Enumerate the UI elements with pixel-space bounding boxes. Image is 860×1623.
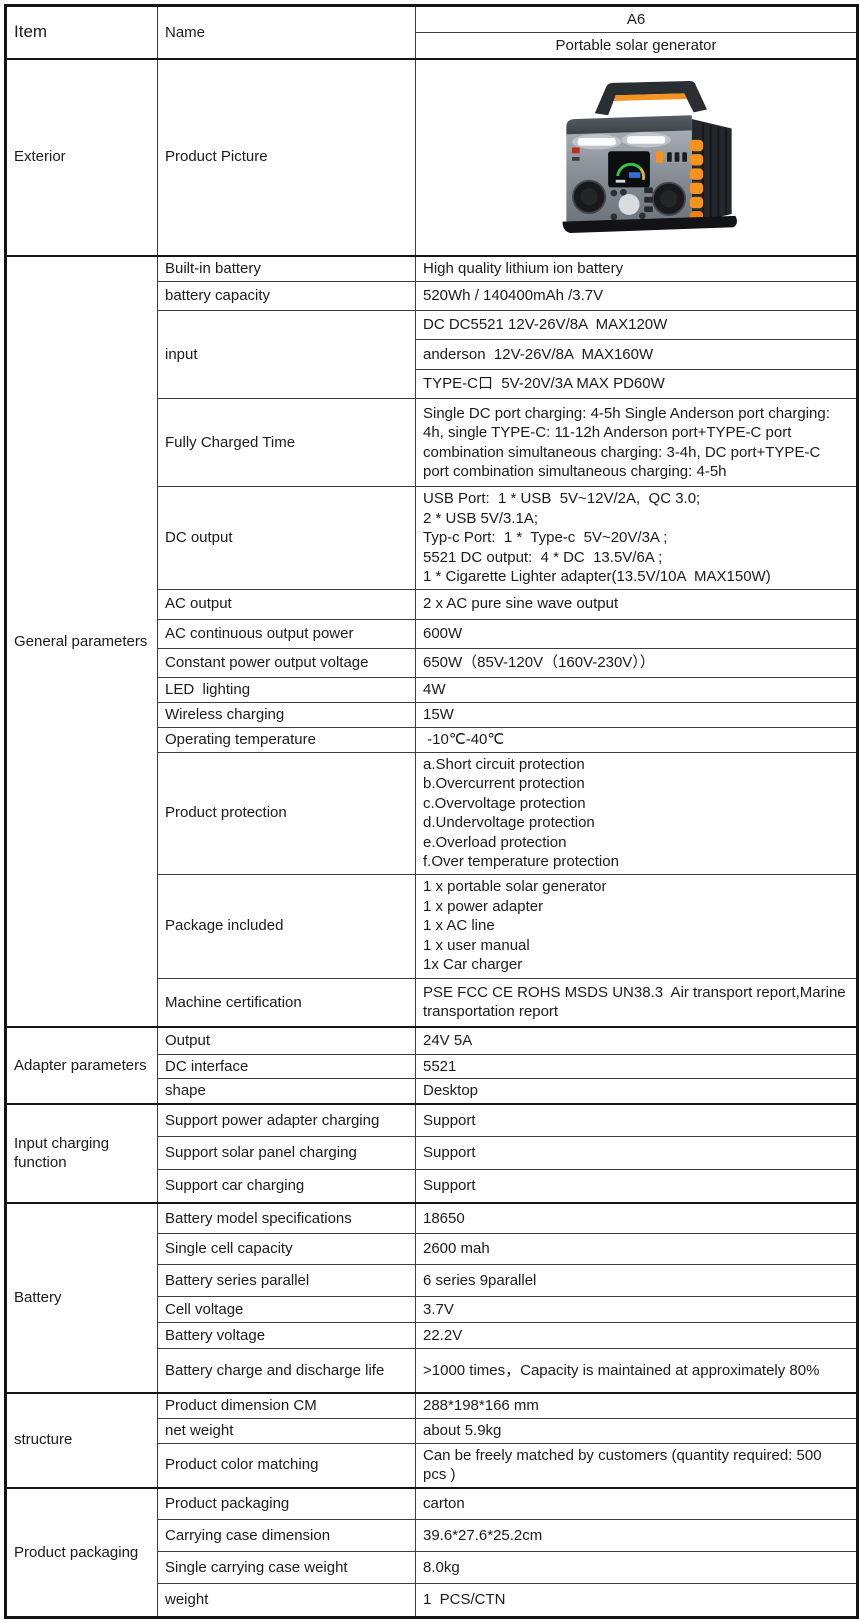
row-name-ac-output: AC output	[157, 588, 416, 620]
value-wireless-charging: 15W	[415, 701, 858, 728]
header-item-cell: Item	[5, 5, 158, 59]
value-input-typec: TYPE-C口 5V-20V/3A MAX PD60W	[415, 369, 858, 399]
value-product-color-matching: Can be freely matched by customers (quan…	[415, 1442, 858, 1488]
value-battery-series-parallel: 6 series 9parallel	[415, 1264, 858, 1297]
row-name-battery-series-parallel: Battery series parallel	[157, 1264, 416, 1297]
row-name-dc-interface: DC interface	[157, 1053, 416, 1079]
handle	[594, 81, 707, 116]
section-battery: Battery	[5, 1201, 158, 1393]
value-operating-temperature: -10℃-40℃	[415, 726, 858, 753]
product-image	[562, 81, 737, 233]
value-output: 24V 5A	[415, 1026, 858, 1055]
value-machine-certification: PSE FCC CE ROHS MSDS UN38.3 Air transpor…	[415, 977, 858, 1028]
value-constant-power-output-voltage: 650W（85V-120V（160V-230V））	[415, 647, 858, 678]
row-name-operating-temperature: Operating temperature	[157, 726, 416, 753]
row-name-weight: weight	[157, 1583, 416, 1618]
value-cell-voltage: 3.7V	[415, 1296, 858, 1323]
value-battery-capacity: 520Wh / 140400mAh /3.7V	[415, 281, 858, 311]
value-product-dimension: 288*198*166 mm	[415, 1391, 858, 1419]
section-general-parameters: General parameters	[5, 254, 158, 1028]
value-fully-charged-time: Single DC port charging: 4-5h Single And…	[415, 398, 858, 487]
row-name-support-solar-panel-charging: Support solar panel charging	[157, 1136, 416, 1170]
section-product-packaging: Product packaging	[5, 1486, 158, 1618]
row-name-machine-certification: Machine certification	[157, 977, 416, 1028]
value-carrying-case-dimension: 39.6*27.6*25.2cm	[415, 1519, 858, 1552]
row-name-package-included: Package included	[157, 873, 416, 979]
row-name-ac-continuous-output-power: AC continuous output power	[157, 618, 416, 649]
row-name-support-power-adapter-charging: Support power adapter charging	[157, 1102, 416, 1137]
row-name-product-dimension: Product dimension CM	[157, 1391, 416, 1419]
product-image-cell	[415, 57, 858, 256]
row-name-support-car-charging: Support car charging	[157, 1169, 416, 1203]
spec-table: Item Name A6 Portable solar generator Ex…	[4, 4, 859, 1619]
row-name-input: input	[157, 310, 416, 399]
row-name-built-in-battery: Built-in battery	[157, 254, 416, 282]
value-battery-charge-discharge-life: >1000 times，Capacity is maintained at ap…	[415, 1348, 858, 1393]
value-weight: 1 PCS/CTN	[415, 1583, 858, 1618]
row-name-carrying-case-dimension: Carrying case dimension	[157, 1519, 416, 1552]
value-support-car-charging: Support	[415, 1169, 858, 1203]
value-single-cell-capacity: 2600 mah	[415, 1233, 858, 1265]
row-name-net-weight: net weight	[157, 1418, 416, 1444]
row-name-fully-charged-time: Fully Charged Time	[157, 398, 416, 487]
value-support-solar-panel-charging: Support	[415, 1136, 858, 1170]
row-name-single-cell-capacity: Single cell capacity	[157, 1233, 416, 1265]
row-name-battery-voltage: Battery voltage	[157, 1322, 416, 1349]
value-built-in-battery: High quality lithium ion battery	[415, 254, 858, 282]
value-input-dc: DC DC5521 12V-26V/8A MAX120W	[415, 310, 858, 340]
value-dc-output: USB Port: 1 * USB 5V~12V/2A, QC 3.0; 2 *…	[415, 486, 858, 590]
row-name-wireless-charging: Wireless charging	[157, 701, 416, 728]
base	[562, 215, 737, 233]
row-name-battery-charge-discharge-life: Battery charge and discharge life	[157, 1348, 416, 1393]
section-exterior: Exterior	[5, 57, 158, 256]
value-battery-voltage: 22.2V	[415, 1322, 858, 1349]
row-name-cell-voltage: Cell voltage	[157, 1296, 416, 1323]
top-panel	[565, 115, 692, 137]
section-input-charging-function: Input charging function	[5, 1102, 158, 1203]
handle-orange-stripe	[613, 93, 687, 101]
row-name-product-color-matching: Product color matching	[157, 1442, 416, 1488]
value-single-carrying-case-weight: 8.0kg	[415, 1551, 858, 1584]
value-battery-model-specifications: 18650	[415, 1201, 858, 1234]
row-name-battery-capacity: battery capacity	[157, 281, 416, 311]
value-shape: Desktop	[415, 1078, 858, 1104]
row-name-shape: shape	[157, 1078, 416, 1104]
header-name-cell: Name	[157, 5, 416, 59]
value-ac-continuous-output-power: 600W	[415, 618, 858, 649]
value-support-power-adapter-charging: Support	[415, 1102, 858, 1137]
model-cell: A6	[415, 5, 858, 33]
row-name-product-packaging: Product packaging	[157, 1486, 416, 1520]
row-name-single-carrying-case-weight: Single carrying case weight	[157, 1551, 416, 1584]
value-ac-output: 2 x AC pure sine wave output	[415, 588, 858, 620]
value-net-weight: about 5.9kg	[415, 1418, 858, 1444]
value-dc-interface: 5521	[415, 1053, 858, 1079]
section-adapter-parameters: Adapter parameters	[5, 1026, 158, 1104]
value-input-anderson: anderson 12V-26V/8A MAX160W	[415, 339, 858, 370]
row-name-output: Output	[157, 1026, 416, 1055]
value-package-included: 1 x portable solar generator 1 x power a…	[415, 873, 858, 979]
row-name-product-picture: Product Picture	[157, 57, 416, 256]
row-name-product-protection: Product protection	[157, 751, 416, 875]
display	[607, 151, 650, 188]
value-led-lighting: 4W	[415, 676, 858, 703]
row-name-led-lighting: LED lighting	[157, 676, 416, 703]
row-name-dc-output: DC output	[157, 486, 416, 590]
product-type-cell: Portable solar generator	[415, 32, 858, 59]
value-product-packaging: carton	[415, 1486, 858, 1520]
value-product-protection: a.Short circuit protection b.Overcurrent…	[415, 751, 858, 875]
row-name-battery-model-specifications: Battery model specifications	[157, 1201, 416, 1234]
section-structure: structure	[5, 1391, 158, 1488]
row-name-constant-power-output-voltage: Constant power output voltage	[157, 647, 416, 678]
